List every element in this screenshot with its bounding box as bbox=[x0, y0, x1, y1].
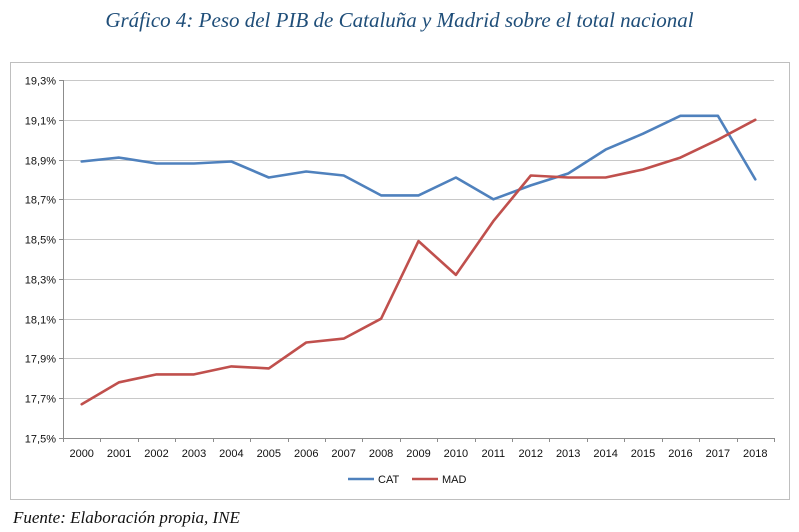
y-tick-label: 19,3% bbox=[25, 76, 56, 88]
x-tick-label: 2012 bbox=[519, 448, 543, 460]
x-tick-label: 2001 bbox=[107, 448, 131, 460]
x-tick-label: 2006 bbox=[294, 448, 318, 460]
y-tick-label: 18,9% bbox=[25, 156, 56, 168]
x-tick-label: 2011 bbox=[482, 448, 506, 460]
x-tick-label: 2007 bbox=[331, 448, 355, 460]
tick-labels: 17,5% 17,7% 17,9% 18,1% 18,3% 18,5% 18,7% 18,9%… bbox=[25, 76, 768, 461]
x-tick-label: 2004 bbox=[219, 448, 243, 460]
x-tick-label: 2002 bbox=[144, 448, 168, 460]
y-tick-label: 18,5% bbox=[25, 235, 56, 247]
x-tick-label: 2010 bbox=[444, 448, 468, 460]
y-tick-label: 17,5% bbox=[25, 434, 56, 446]
y-tick-label: 17,9% bbox=[25, 354, 56, 366]
x-tick-label: 2003 bbox=[182, 448, 206, 460]
series-line-cat bbox=[80, 114, 757, 201]
x-tick-label: 2014 bbox=[593, 448, 617, 460]
chart-title: Gráfico 4: Peso del PIB de Cataluña y Ma… bbox=[105, 8, 694, 32]
y-tick-label: 19,1% bbox=[25, 116, 56, 128]
x-tick-label: 2000 bbox=[69, 448, 93, 460]
legend-label-mad: MAD bbox=[442, 474, 467, 486]
legend: CAT MAD bbox=[348, 474, 467, 486]
axes bbox=[59, 80, 775, 442]
source-note: Fuente: Elaboración propia, INE bbox=[13, 508, 240, 527]
series-line-mad bbox=[80, 118, 757, 406]
legend-label-cat: CAT bbox=[378, 474, 399, 486]
y-tick-label: 17,7% bbox=[25, 394, 56, 406]
x-tick-label: 2015 bbox=[631, 448, 655, 460]
x-tick-label: 2018 bbox=[743, 448, 767, 460]
y-tick-label: 18,3% bbox=[25, 275, 56, 287]
x-tick-label: 2016 bbox=[668, 448, 692, 460]
x-tick-label: 2017 bbox=[706, 448, 730, 460]
x-tick-label: 2008 bbox=[369, 448, 393, 460]
y-tick-label: 18,7% bbox=[25, 195, 56, 207]
y-tick-label: 18,1% bbox=[25, 315, 56, 327]
x-tick-label: 2009 bbox=[406, 448, 430, 460]
x-tick-label: 2005 bbox=[257, 448, 281, 460]
x-tick-label: 2013 bbox=[556, 448, 580, 460]
grid-lines bbox=[63, 80, 774, 399]
series-lines bbox=[80, 114, 757, 406]
